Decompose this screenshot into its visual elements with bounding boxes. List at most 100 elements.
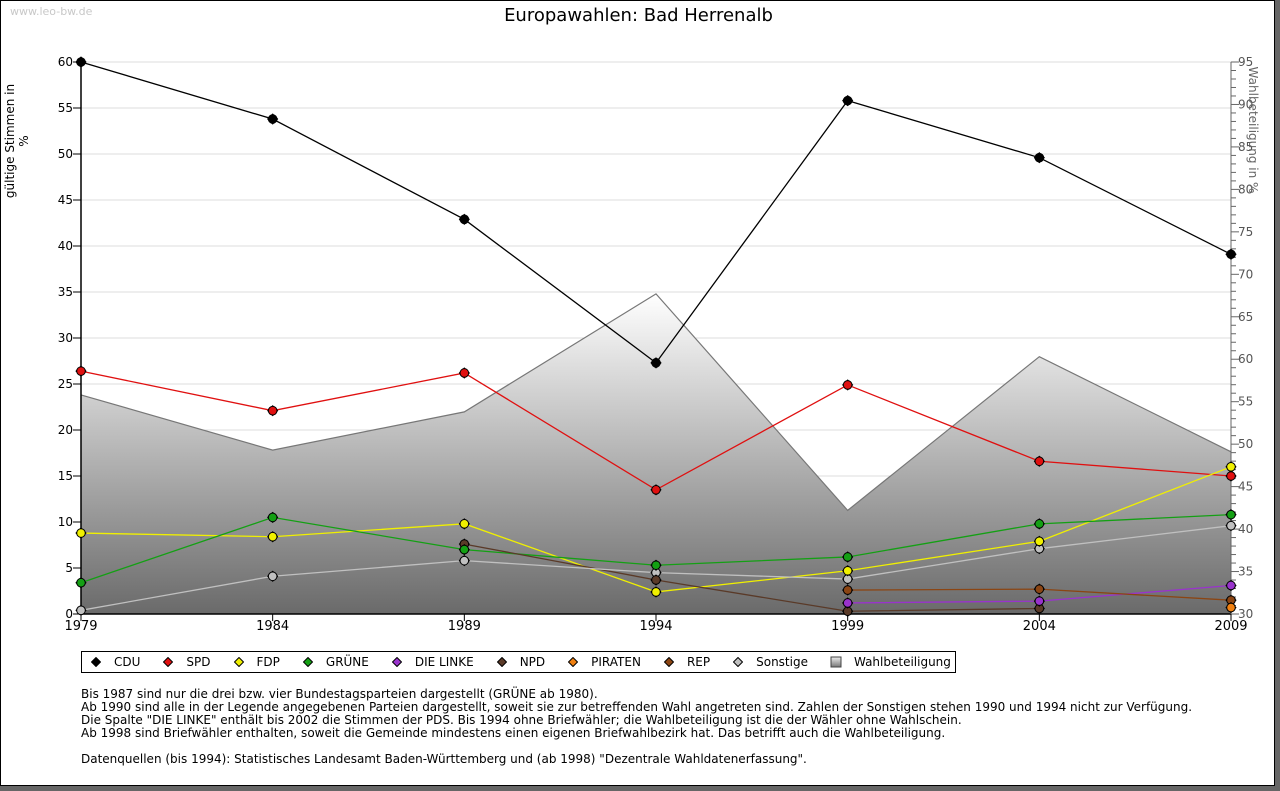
series-line-npd <box>464 543 1040 612</box>
data-point-marker <box>76 528 86 538</box>
x-tick-label: 1999 <box>831 619 864 634</box>
y-tick-label: 35 <box>58 285 73 299</box>
y-tick-label: 45 <box>58 193 73 207</box>
diamond-marker-icon <box>496 657 507 667</box>
legend-item: Sonstige <box>732 655 808 669</box>
area-outline-wahlbeteiligung <box>80 293 1232 512</box>
data-point-marker <box>1226 471 1236 481</box>
diamond-marker-icon <box>233 657 244 667</box>
data-point-marker <box>459 368 470 378</box>
data-point-marker <box>1034 519 1045 529</box>
data-point-marker <box>1226 462 1236 472</box>
data-point-marker <box>267 531 278 542</box>
data-point-marker <box>1226 249 1236 260</box>
y2-tick-label: 60 <box>1238 352 1253 366</box>
y-tick-label: 10 <box>58 515 73 529</box>
diamond-marker-icon <box>163 657 174 667</box>
legend-label: FDP <box>256 655 280 669</box>
data-point-marker <box>1034 596 1045 606</box>
note-line: Ab 1998 sind Briefwähler enthalten, sowe… <box>81 726 946 740</box>
x-tick-label: 1979 <box>64 619 97 634</box>
x-tick-label: 1984 <box>256 619 289 634</box>
data-point-marker <box>1034 152 1045 163</box>
y-tick-label: 20 <box>58 423 73 437</box>
data-point-marker <box>842 598 853 608</box>
y2-tick-label: 85 <box>1238 140 1253 154</box>
legend-label: GRÜNE <box>325 655 369 669</box>
legend-item: FDP <box>233 655 280 669</box>
legend-item: Wahlbeteiligung <box>830 655 951 669</box>
data-point-marker <box>842 585 853 595</box>
data-point-marker <box>76 577 86 588</box>
y-tick-label: 55 <box>58 101 73 115</box>
data-point-marker <box>267 405 278 416</box>
legend-item: REP <box>663 655 710 669</box>
y2-tick-label: 40 <box>1238 522 1253 536</box>
note-line: Bis 1987 sind nur die drei bzw. vier Bun… <box>81 687 598 701</box>
data-point-marker <box>651 485 661 495</box>
y2-tick-label: 80 <box>1238 182 1253 196</box>
data-point-marker <box>459 544 470 555</box>
data-point-marker <box>842 380 853 390</box>
y-tick-label: 5 <box>65 561 73 575</box>
notes: Bis 1987 sind nur die drei bzw. vier Bun… <box>81 688 1192 766</box>
diamond-marker-icon <box>663 657 674 667</box>
data-point-marker <box>459 555 470 566</box>
note-line: Die Spalte "DIE LINKE" enthält bis 2002 … <box>81 713 962 727</box>
data-point-marker <box>1226 602 1236 613</box>
data-point-marker <box>842 552 853 562</box>
y2-tick-label: 55 <box>1238 395 1253 409</box>
data-point-marker <box>651 358 661 368</box>
y-axis-label-right: Wahlbeteiligung in % <box>1246 66 1260 194</box>
data-point-marker <box>651 587 661 597</box>
legend-label: NPD <box>519 655 546 669</box>
legend-item: PIRATEN <box>567 655 641 669</box>
y-axis-label-left: gültige Stimmen in % <box>3 83 31 199</box>
diamond-marker-icon <box>568 657 579 667</box>
data-point-marker <box>76 57 86 67</box>
y-tick-label: 0 <box>65 607 73 621</box>
legend-label: REP <box>686 655 711 669</box>
y2-tick-label: 95 <box>1238 55 1253 69</box>
data-point-marker <box>459 214 470 225</box>
y2-tick-label: 70 <box>1238 267 1253 281</box>
data-point-marker <box>267 512 278 523</box>
y-tick-label: 15 <box>58 469 73 483</box>
legend-item: NPD <box>496 655 545 669</box>
y-tick-label: 25 <box>58 377 73 391</box>
diamond-marker-icon <box>91 657 101 667</box>
data-point-marker <box>1226 580 1236 591</box>
square-swatch-icon <box>830 656 842 668</box>
legend: CDU SPD FDP GRÜNE DIE LINKE NPD PIRATEN REP Sons… <box>81 651 956 673</box>
x-tick-label: 1994 <box>639 619 672 634</box>
data-point-marker <box>651 560 661 571</box>
x-tick-label: 2009 <box>1214 619 1247 634</box>
y-tick-label: 50 <box>58 147 73 161</box>
legend-item: CDU <box>90 655 140 669</box>
data-point-marker <box>842 95 853 106</box>
y2-tick-label: 45 <box>1238 480 1253 494</box>
legend-item: GRÜNE <box>302 655 369 669</box>
y2-tick-label: 30 <box>1238 607 1253 621</box>
diamond-marker-icon <box>391 657 402 667</box>
y2-tick-label: 90 <box>1238 97 1253 111</box>
data-point-marker <box>1034 456 1045 467</box>
y2-tick-label: 75 <box>1238 225 1253 239</box>
diamond-marker-icon <box>733 657 744 667</box>
data-point-marker <box>267 571 278 582</box>
data-point-marker <box>76 366 86 376</box>
y-tick-label: 40 <box>58 239 73 253</box>
source-note: Datenquellen (bis 1994): Statistisches L… <box>81 752 807 766</box>
y-tick-label: 60 <box>58 55 73 69</box>
data-point-marker <box>1034 536 1045 547</box>
chart-plot: 0 5 10 15 20 25 30 35 40 45 50 55 60 30 35 40 45 50 55 60 65… <box>58 55 1254 634</box>
legend-label: CDU <box>114 655 141 669</box>
x-tick-label: 1989 <box>448 619 481 634</box>
data-point-marker <box>76 605 86 616</box>
data-point-marker <box>459 519 470 529</box>
data-point-marker <box>651 575 661 585</box>
data-point-marker <box>267 114 278 124</box>
legend-label: PIRATEN <box>591 655 641 669</box>
legend-label: Sonstige <box>756 655 808 669</box>
